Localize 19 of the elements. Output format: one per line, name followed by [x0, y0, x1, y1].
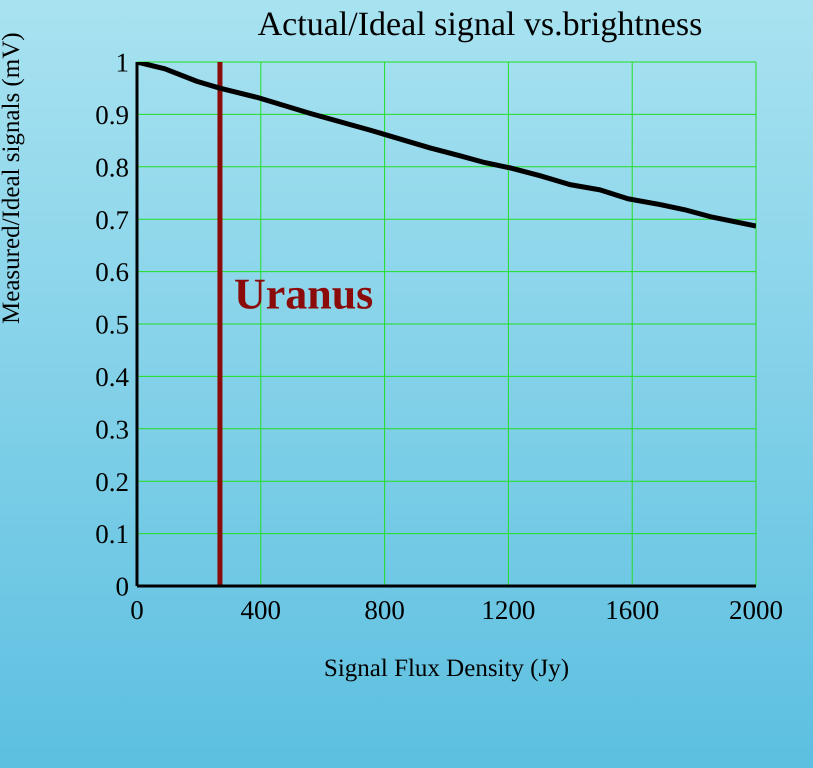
x-tick-label: 1200 — [481, 595, 536, 626]
x-axis-title: Signal Flux Density (Jy) — [324, 655, 570, 682]
y-tick-label: 0.8 — [95, 152, 129, 182]
y-tick-label: 0.2 — [95, 466, 129, 497]
x-tick-label: 800 — [364, 595, 405, 626]
chart-title: Actual/Ideal signal vs.brightness — [256, 6, 704, 44]
y-axis-title: Measured/Ideal signals (mV) — [0, 32, 25, 324]
x-tick-label: 400 — [240, 595, 282, 626]
y-tick-label: 0.7 — [95, 204, 129, 235]
y-tick-label: 0.6 — [95, 257, 129, 288]
y-tick-label: 0.3 — [95, 414, 129, 444]
y-tick-label: 0.4 — [95, 362, 130, 392]
y-tick-label: 0.9 — [95, 100, 129, 130]
y-tick-label: 0.1 — [95, 519, 129, 550]
x-tick-label: 2000 — [729, 595, 783, 626]
y-tick-label: 1 — [116, 48, 129, 78]
y-tick-label: 0 — [116, 572, 129, 602]
y-tick-label: 0.5 — [95, 310, 129, 340]
x-tick-label: 1600 — [605, 595, 660, 626]
